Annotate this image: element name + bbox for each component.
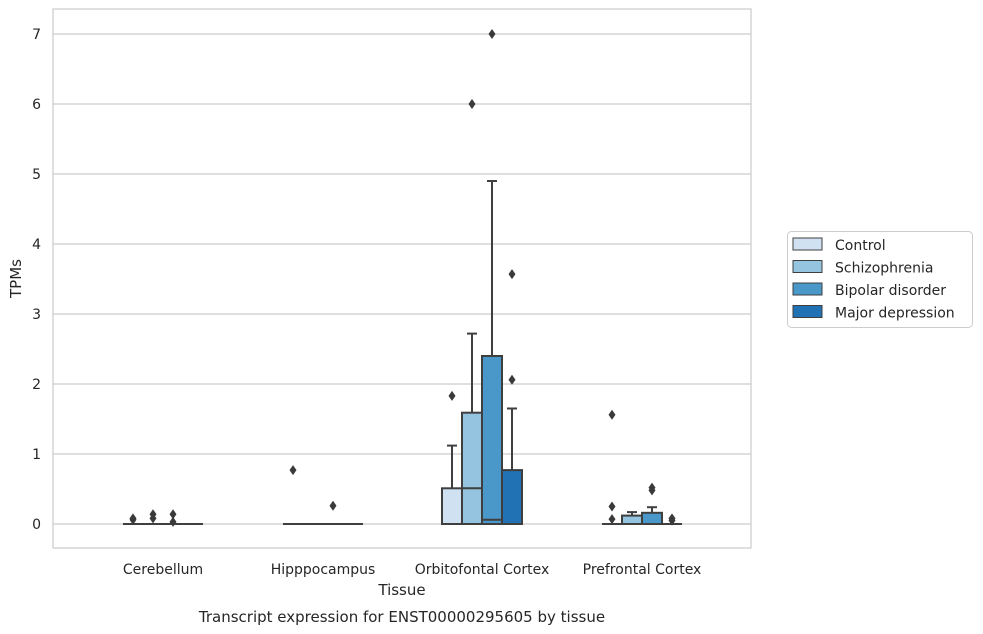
x-tick-label: Cerebellum [123,562,203,578]
outlier-point [448,390,456,401]
y-tick-label: 7 [32,27,41,43]
outlier-point [149,513,157,524]
outlier-point [508,269,516,280]
outlier-point [289,465,297,476]
box-group [283,465,303,525]
plot-boxes [123,29,682,527]
legend: Control Schizophrenia Bipolar disorder Majo… [787,231,973,328]
outlier-point [608,514,616,525]
legend-swatch [792,260,823,273]
y-tick-label: 3 [32,307,41,323]
y-tick-label: 4 [32,237,41,253]
y-tick-labels: 0 1 2 3 4 5 6 7 [32,27,41,533]
y-tick-label: 6 [32,97,41,113]
legend-swatch [792,237,823,251]
x-tick-label: Hipppocampus [271,562,376,578]
box-group [323,500,343,525]
box-group [602,409,622,525]
outlier-point [508,374,516,385]
box-group [621,511,643,525]
legend-swatch [792,305,823,318]
outlier-point [608,409,616,420]
box-group [163,509,183,527]
outlier-point [329,500,337,511]
legend-label: Bipolar disorder [835,283,946,299]
box-rect [621,514,643,525]
outlier-point [129,514,137,525]
box-group [123,513,143,525]
y-tick-label: 1 [32,447,41,463]
plot-frame [52,8,752,549]
outlier-point [169,516,177,527]
box-rect [641,511,663,525]
y-tick-label: 5 [32,167,41,183]
box-group [481,29,503,525]
outlier-point [648,485,656,496]
box-group [501,269,523,526]
chart-caption: Transcript expression for ENST0000029560… [198,608,605,626]
outlier-point [169,509,177,520]
legend-swatch [792,282,823,296]
legend-label: Schizophrenia [835,261,933,277]
y-tick-label: 0 [32,517,41,533]
outlier-point [488,29,496,39]
legend-label: Control [835,238,886,254]
legend-frame [787,231,973,328]
outlier-point [668,515,676,526]
y-tick-label: 2 [32,377,41,393]
outlier-point [608,501,616,512]
box-group [143,509,163,525]
x-tick-label: Prefrontal Cortex [583,562,702,578]
box-group [662,513,682,526]
box-rect [461,411,483,526]
x-tick-label: Orbitofontal Cortex [415,562,550,578]
box-rect [501,469,523,526]
box-group [441,390,463,525]
box-rect [481,355,503,525]
x-tick-labels: Cerebellum Hipppocampus Orbitofontal Corte… [123,562,701,578]
box-group [461,99,483,526]
outlier-point [468,99,476,109]
legend-label: Major depression [835,306,955,322]
grid-lines [53,33,751,525]
y-axis-label: TPMs [7,259,25,299]
box-rect [441,487,463,525]
box-group [641,482,663,525]
x-axis-label: Tissue [377,581,425,599]
